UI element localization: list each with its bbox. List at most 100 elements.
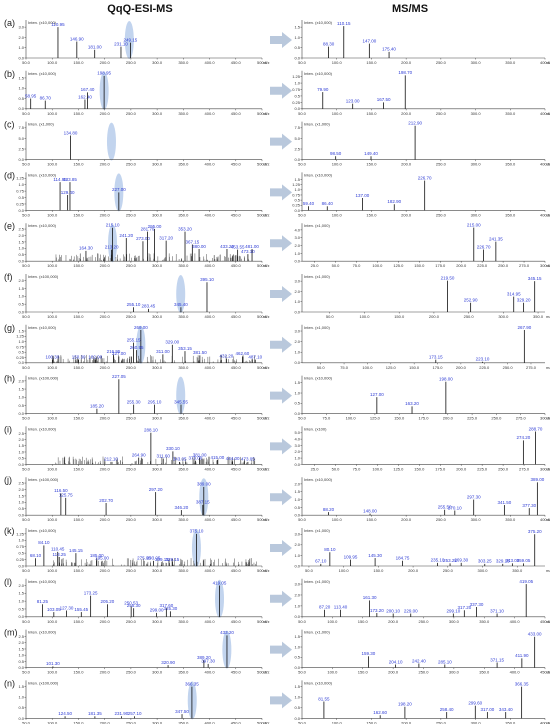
x-tick-label: 400.0: [205, 263, 216, 268]
peak-label: 67.10: [315, 559, 327, 564]
x-tick-label: 200.0: [388, 670, 399, 675]
peak-label: 227.00: [112, 351, 126, 356]
peak-label: 198.20: [398, 702, 412, 707]
y-axis-unit: Inten. (x10,000): [28, 528, 57, 533]
arrow-icon: [270, 540, 292, 556]
x-tick-label: 75.0: [353, 263, 362, 268]
y-tick-label: 3.0: [294, 443, 300, 448]
x-tick-label: 250.0: [503, 365, 514, 370]
y-tick-label: 1.0: [18, 246, 24, 251]
panel-label: (c): [4, 120, 15, 130]
x-tick-label: 225.0: [477, 263, 488, 268]
x-axis-unit: m/z: [546, 466, 550, 471]
peak-label: 419.05: [519, 579, 533, 584]
peak-label: 329.15: [166, 557, 180, 562]
y-tick-label: 3.0: [294, 532, 300, 537]
peak-label: 325.30: [163, 606, 177, 611]
x-tick-label: 450.0: [231, 111, 242, 116]
y-axis-unit: Inten. (x10,000): [28, 172, 57, 177]
peak-label: 371.15: [490, 657, 504, 662]
x-tick-label: 200.0: [100, 263, 111, 268]
peak-label: 215.00: [467, 222, 481, 227]
peak-label: 353.20: [178, 226, 192, 231]
y-tick-label: 1.0: [18, 395, 24, 400]
peak-label: 163.20: [405, 401, 419, 406]
y-axis-unit: Inten. (x1,000): [304, 630, 330, 635]
peak-label: 314.95: [507, 291, 521, 296]
y-tick-label: 0.0: [294, 462, 300, 467]
x-tick-label: 50.0: [332, 263, 341, 268]
peak-label: 250.53: [124, 601, 138, 606]
peak-label: 299.60: [468, 700, 482, 705]
y-axis-unit: Inten. (x10,000): [28, 579, 57, 584]
y-tick-label: 0.0: [18, 462, 24, 467]
x-tick-label: 500.0: [257, 670, 268, 675]
x-tick-label: 300.0: [152, 263, 163, 268]
spectrum-left-3: (d) Inten. (x10,000) 0.0 0.250.50.75 1.01.25…: [4, 170, 292, 217]
y-tick-label: 1.0: [294, 603, 300, 608]
x-axis-unit: m/z: [263, 568, 269, 573]
peak-label: 433.20: [220, 630, 234, 635]
x-axis-unit: m/z: [263, 162, 269, 167]
y-tick-label: 0.5: [18, 350, 24, 355]
peak-label: 162.40: [78, 94, 92, 99]
y-tick-label: 1.0: [294, 350, 300, 355]
y-tick-label: 2.5: [18, 226, 24, 231]
x-tick-label: 150.0: [358, 619, 369, 624]
y-tick-label: 5.0: [294, 136, 300, 141]
y-tick-label: 3.0: [294, 581, 300, 586]
y-tick-label: 5.0: [294, 430, 300, 435]
x-tick-label: 225.0: [479, 365, 490, 370]
peak-label: 273.00: [136, 236, 150, 241]
peak-label: 149.40: [364, 151, 378, 156]
x-tick-label: 100.0: [372, 466, 383, 471]
y-tick-label: 4.0: [294, 227, 300, 232]
x-tick-label: 200.0: [401, 212, 412, 217]
x-tick-label: 250.0: [126, 365, 137, 370]
y-axis-unit: Inten. (x1,000): [304, 223, 330, 228]
x-axis-unit: m/z: [546, 263, 550, 268]
x-tick-label: 100.0: [332, 111, 343, 116]
x-tick-label: 250.0: [436, 720, 447, 724]
spectrum-left-6: (g) Inten. (x10,000) 0.00.250.50.751.01.25…: [4, 323, 292, 370]
y-axis-unit: Inten. (x10,000): [304, 71, 333, 76]
y-tick-label: 1.0: [18, 182, 24, 187]
x-tick-label: 100.0: [327, 619, 338, 624]
x-tick-label: 250.0: [498, 263, 509, 268]
spectrum-right-9: Inten. (x10,000) 0.0 0.5 1.0 1.5 2.0 50.0 100.0…: [294, 477, 550, 522]
peak-label: 231.10: [114, 41, 128, 46]
x-tick-label: 125.0: [393, 466, 404, 471]
peak-label: 260.95: [130, 345, 144, 350]
x-tick-label: 175.0: [418, 416, 429, 421]
x-axis-unit: m/z: [546, 111, 550, 116]
x-tick-label: 100.0: [332, 720, 343, 724]
x-tick-label: 400.0: [540, 517, 550, 522]
x-tick-label: 150.0: [73, 263, 84, 268]
x-tick-label: 250.0: [436, 517, 447, 522]
peak-label: 127.30: [60, 605, 74, 610]
x-tick-label: 250.0: [126, 670, 137, 675]
peak-label: 133.85: [63, 177, 77, 182]
x-axis-unit: m/z: [263, 670, 269, 675]
peak-label: 185.00: [90, 553, 104, 558]
x-tick-label: 250.0: [126, 720, 137, 724]
x-tick-label: 500.0: [257, 466, 268, 471]
x-tick-label: 200.0: [100, 670, 111, 675]
peak-label: 204.10: [389, 659, 403, 664]
y-tick-label: 2.0: [18, 583, 24, 588]
y-axis-unit: Inten. (x100): [304, 426, 327, 431]
x-axis-unit: m/z: [263, 720, 269, 724]
x-tick-label: 50.0: [22, 670, 31, 675]
peak-label: 381.50: [193, 350, 207, 355]
spectrum-right-1: Inten. (x10,000) 0.00.25 0.50.75 1.01.25 50.…: [292, 70, 550, 116]
x-axis-unit: m/z: [263, 111, 269, 116]
spectrum-right-3: Inten. (x10,000) 0.00.250.50.751.01.251.5…: [292, 172, 550, 217]
peak-label: 329.20: [517, 298, 531, 303]
x-tick-label: 350.0: [178, 60, 189, 65]
x-tick-label: 200.0: [456, 263, 467, 268]
x-tick-label: 500.0: [257, 60, 268, 65]
y-tick-label: 3.0: [294, 279, 300, 284]
peak-label: 223.10: [476, 357, 490, 362]
peak-label: 377.30: [522, 503, 536, 508]
x-tick-label: 275.0: [526, 365, 537, 370]
